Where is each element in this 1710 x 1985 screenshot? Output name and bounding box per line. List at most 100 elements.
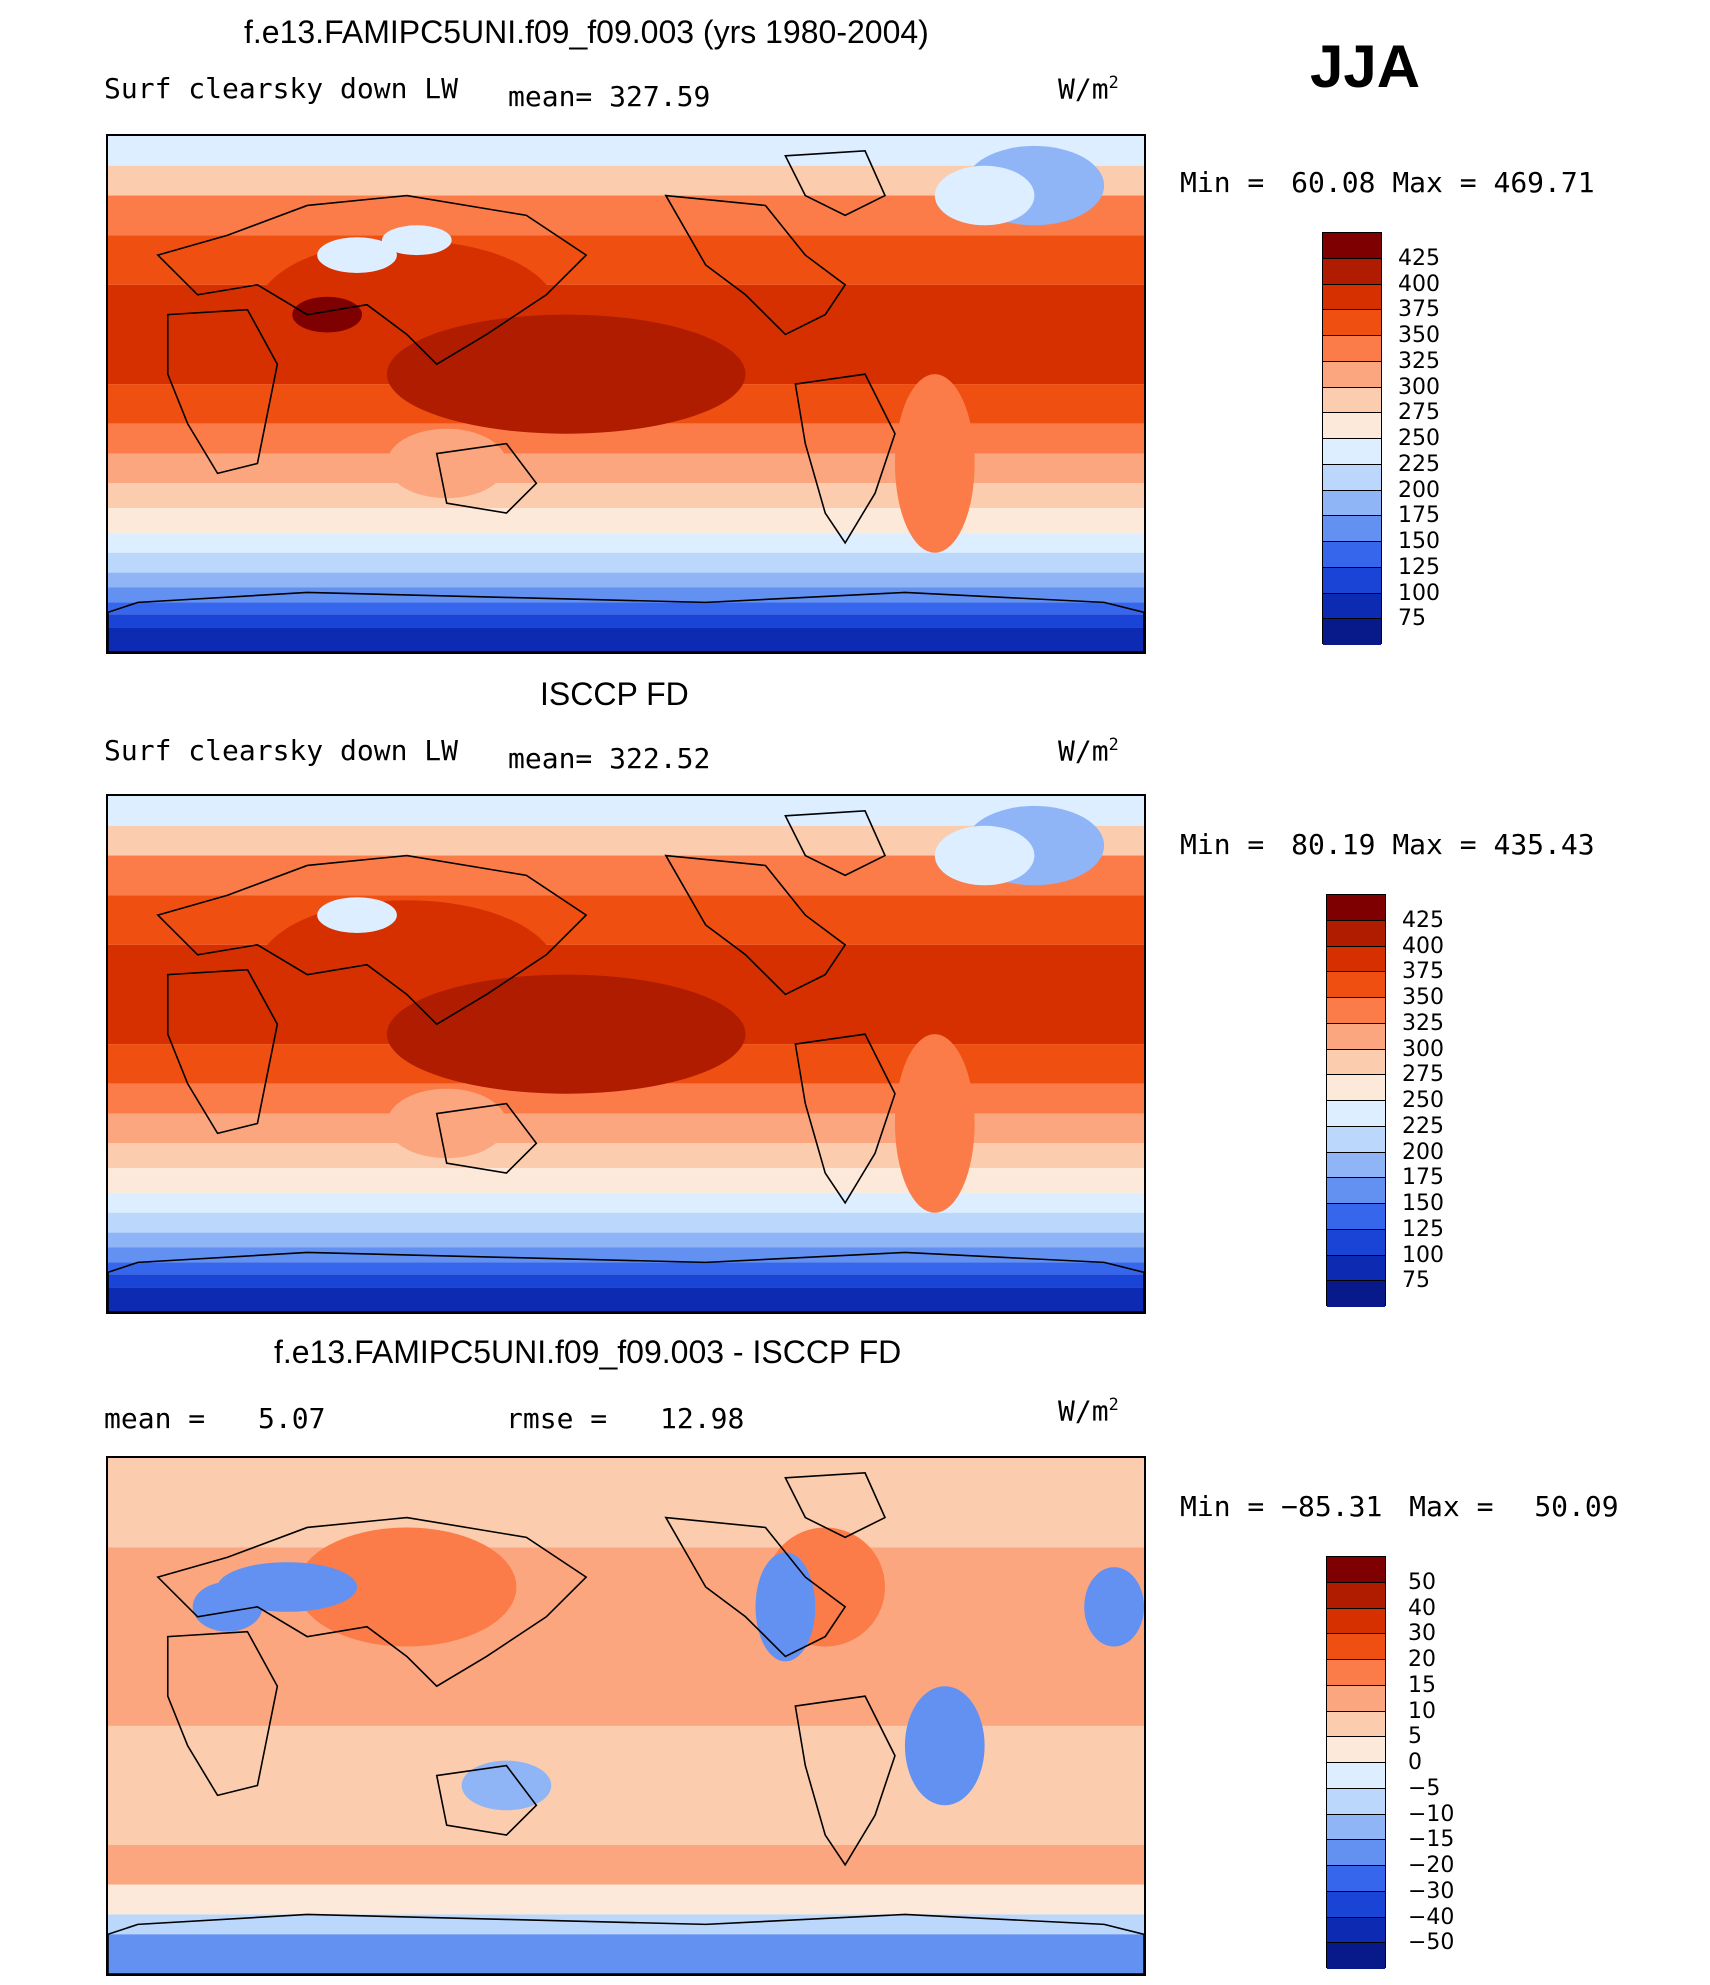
colorbar-tick-label: 150: [1398, 529, 1440, 554]
mean-label: mean=: [508, 742, 593, 775]
colorbar-swatch: [1327, 1917, 1385, 1944]
colorbar-swatch: [1327, 1582, 1385, 1609]
colorbar-tick-label: 300: [1402, 1036, 1444, 1062]
field-band: [108, 1262, 1144, 1275]
colorbar-tick-label: 275: [1398, 400, 1440, 426]
colorbar-labels: 50 40 30 20 15 10 5 0 −5 −10 −15 −20 −30 −40 −50: [1408, 1556, 1508, 1968]
colorbar-tick-label: 425: [1398, 245, 1440, 271]
colorbar-swatch: [1323, 233, 1381, 259]
colorbar-swatch: [1323, 310, 1381, 336]
field-band: [108, 1458, 1144, 1548]
colorbar-swatch: [1327, 1660, 1385, 1686]
colorbar-swatch: [1327, 1763, 1385, 1789]
min-label: Min =: [1180, 828, 1265, 861]
field-band: [108, 532, 1144, 553]
mean-value: 327.59: [609, 80, 711, 113]
field-patch: [1084, 1567, 1144, 1647]
colorbar-swatch: [1327, 1814, 1385, 1841]
coastline-path: [166, 308, 279, 475]
colorbar-swatch: [1327, 1711, 1385, 1738]
colorbar-tick-label: −15: [1408, 1827, 1455, 1853]
colorbar-tick-label: 200: [1398, 477, 1440, 503]
colorbar-tick-label: −10: [1408, 1801, 1455, 1827]
field-band: [108, 1845, 1144, 1885]
field-band: [108, 1232, 1144, 1248]
colorbar-swatch: [1327, 946, 1385, 973]
units-label: W/m2: [1058, 72, 1119, 105]
field-layer: [108, 136, 1144, 652]
colorbar-swatch: [1323, 336, 1381, 362]
colorbar-tick-label: 225: [1402, 1113, 1444, 1139]
mean-value: 5.07: [258, 1402, 326, 1435]
field-patch: [934, 165, 1035, 226]
mean-text: mean = 5.07: [104, 1402, 325, 1435]
field-patch: [894, 374, 975, 553]
max-label: Max =: [1409, 1490, 1494, 1523]
colorbar-tick-label: 275: [1402, 1062, 1444, 1088]
field-band: [108, 1247, 1144, 1263]
min-max-text: Min = 80.19 Max = 435.43: [1180, 828, 1595, 861]
colorbar-swatch: [1323, 516, 1381, 542]
mean-label: mean=: [508, 80, 593, 113]
map-plot: [106, 134, 1146, 654]
field-band: [108, 1287, 1144, 1312]
mean-value: 322.52: [609, 742, 711, 775]
min-value: −85.31: [1281, 1490, 1383, 1523]
colorbar-swatch: [1323, 258, 1381, 285]
field-band: [108, 1168, 1144, 1193]
field-band: [108, 235, 1144, 285]
variable-label: Surf clearsky down LW: [104, 734, 459, 767]
units-label: W/m2: [1058, 734, 1119, 767]
colorbar-tick-label: 15: [1408, 1672, 1436, 1698]
colorbar-tick-label: 175: [1398, 503, 1440, 529]
rmse-text: rmse = 12.98: [506, 1402, 744, 1435]
map-plot: [106, 1456, 1146, 1976]
field-band: [108, 453, 1144, 484]
colorbar-tick-label: 375: [1402, 959, 1444, 985]
field-patch: [461, 1760, 552, 1811]
field-band: [108, 1113, 1144, 1144]
colorbar-swatch: [1327, 1229, 1385, 1256]
map-svg: [108, 796, 1144, 1312]
colorbar-swatch: [1323, 284, 1381, 311]
colorbar-swatch: [1327, 1557, 1385, 1583]
colorbar-tick-label: 400: [1398, 271, 1440, 297]
colorbar-tick-label: 350: [1402, 985, 1444, 1010]
rmse-value: 12.98: [660, 1402, 745, 1435]
panel-title: ISCCP FD: [540, 676, 689, 712]
colorbar-tick-label: 200: [1402, 1139, 1444, 1165]
field-band: [108, 1192, 1144, 1213]
field-patch: [381, 225, 452, 256]
colorbar-swatch: [1327, 1737, 1385, 1763]
colorbar-swatch: [1327, 1685, 1385, 1712]
field-band: [108, 136, 1144, 166]
field-layer: [108, 1458, 1144, 1974]
colorbar-labels: 425 400 375 350 325 300 275 250 225 200 175 150 125 1…: [1402, 894, 1502, 1306]
field-band: [108, 587, 1144, 603]
field-patch: [386, 1088, 507, 1159]
colorbar-swatch: [1327, 1943, 1385, 1969]
coastline-path: [435, 442, 538, 514]
field-band: [108, 1934, 1144, 1974]
min-label: Min =: [1180, 166, 1265, 199]
map-svg: [108, 136, 1144, 652]
field-patch: [317, 897, 397, 933]
field-band: [108, 1914, 1144, 1935]
variable-label: Surf clearsky down LW: [104, 72, 459, 105]
colorbar-swatch: [1327, 1178, 1385, 1204]
min-value: 80.19: [1291, 828, 1376, 861]
rmse-label: rmse =: [506, 1402, 608, 1435]
field-patch: [386, 974, 746, 1094]
coastline-path: [156, 854, 588, 1026]
coastline-path: [794, 1033, 896, 1205]
panel-title: f.e13.FAMIPC5UNI.f09_f09.003 - ISCCP FD: [274, 1334, 902, 1370]
coastline-path: [664, 854, 847, 996]
coastline: [108, 810, 1144, 1312]
field-patch: [934, 825, 1035, 886]
colorbar-tick-label: 30: [1408, 1621, 1436, 1647]
colorbar-labels: 425 400 375 350 325 300 275 250 225 200 175 150 125 1…: [1398, 232, 1498, 644]
colorbar-tick-label: 20: [1408, 1647, 1436, 1672]
colorbar-tick-label: 325: [1398, 348, 1440, 374]
field-band: [108, 552, 1144, 573]
colorbar-tick-label: 40: [1408, 1595, 1436, 1621]
